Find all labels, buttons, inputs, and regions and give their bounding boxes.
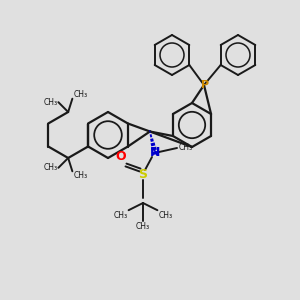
Text: S: S bbox=[139, 169, 148, 182]
Text: CH₃: CH₃ bbox=[158, 211, 172, 220]
Text: CH₃: CH₃ bbox=[74, 90, 88, 99]
Text: CH₃: CH₃ bbox=[136, 222, 150, 231]
Text: CH₃: CH₃ bbox=[74, 171, 88, 180]
Text: N: N bbox=[150, 146, 160, 160]
Text: P: P bbox=[201, 80, 209, 90]
Text: CH₃: CH₃ bbox=[113, 211, 128, 220]
Text: CH₃: CH₃ bbox=[179, 142, 193, 152]
Text: CH₃: CH₃ bbox=[43, 163, 57, 172]
Text: CH₃: CH₃ bbox=[43, 98, 57, 107]
Text: O: O bbox=[116, 151, 126, 164]
